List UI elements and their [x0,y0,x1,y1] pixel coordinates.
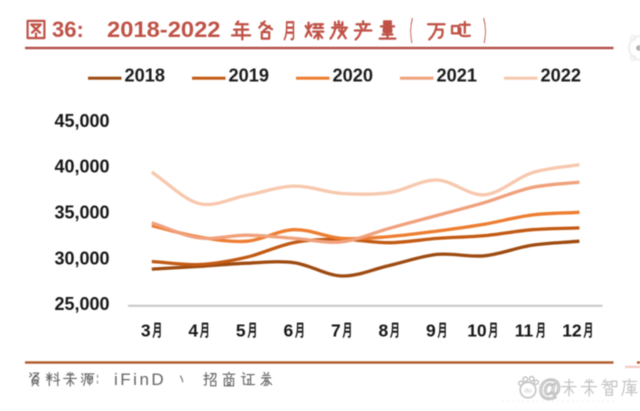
svg-text:35,000: 35,000 [55,203,110,223]
svg-text:45,000: 45,000 [55,111,110,131]
svg-text:6: 6 [284,321,294,341]
svg-text:2021: 2021 [437,65,478,85]
svg-text:3: 3 [141,321,151,341]
svg-text:9: 9 [426,321,436,341]
svg-text:2022: 2022 [541,65,582,85]
svg-text:10: 10 [467,321,487,341]
svg-text:40,000: 40,000 [55,157,110,177]
svg-text:30,000: 30,000 [55,248,110,268]
svg-text:11: 11 [515,321,534,341]
svg-text:2020: 2020 [333,65,374,85]
svg-text:2018: 2018 [125,65,166,85]
svg-text:2019: 2019 [229,65,270,85]
svg-text:36:: 36: [52,17,84,42]
svg-text:iFinD: iFinD [114,370,166,389]
svg-text:12: 12 [562,321,582,341]
svg-text:2018-2022: 2018-2022 [107,17,221,42]
svg-text:8: 8 [379,321,389,341]
svg-text:du: du [524,388,532,395]
svg-text:@: @ [539,375,561,401]
svg-text:25,000: 25,000 [55,294,110,314]
svg-text:5: 5 [236,321,246,341]
svg-text:7: 7 [331,321,341,341]
svg-text:4: 4 [188,321,198,341]
